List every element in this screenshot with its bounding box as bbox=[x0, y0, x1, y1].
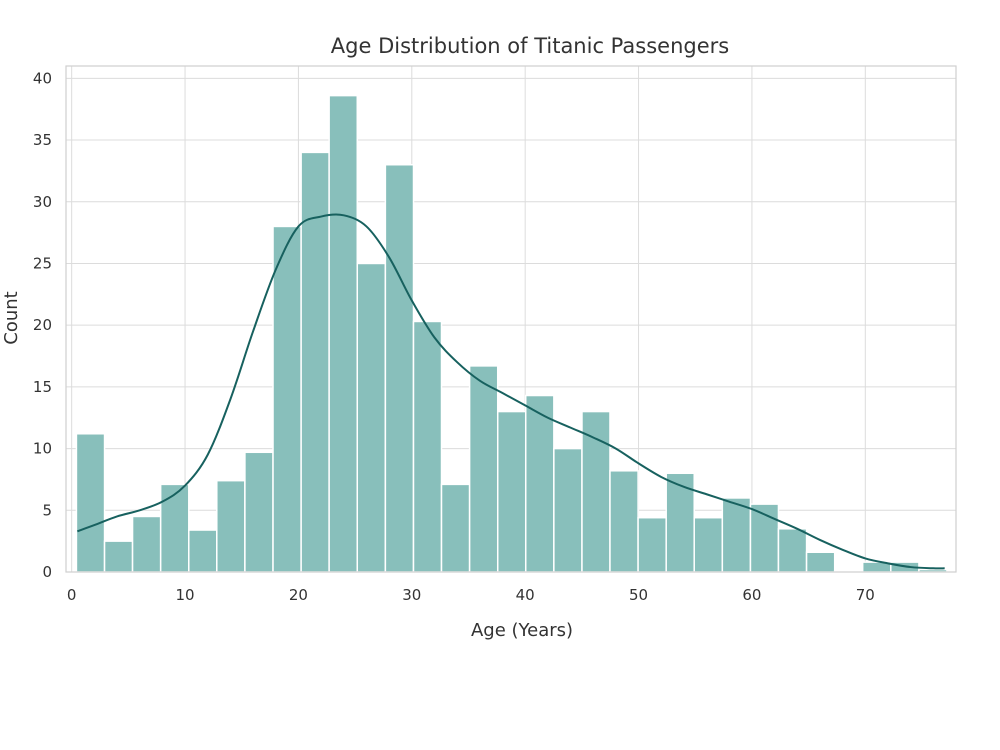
histogram-bar bbox=[468, 365, 499, 573]
y-tick-label: 5 bbox=[42, 501, 52, 519]
histogram-bar bbox=[384, 163, 415, 573]
x-tick-label: 60 bbox=[742, 586, 761, 604]
histogram-bar bbox=[637, 516, 667, 573]
x-tick-label: 0 bbox=[67, 586, 77, 604]
histogram-bar bbox=[440, 483, 471, 573]
histogram-bar bbox=[244, 451, 274, 573]
kde-layer bbox=[76, 213, 945, 570]
histogram-bar bbox=[356, 262, 387, 573]
histogram-bar bbox=[581, 410, 611, 573]
histogram-bar bbox=[412, 320, 443, 573]
histogram-bar bbox=[159, 483, 190, 573]
x-axis-label: Age (Years) bbox=[471, 620, 573, 641]
y-tick-label: 20 bbox=[33, 316, 52, 334]
x-tick-label: 30 bbox=[402, 586, 421, 604]
y-tick-label: 30 bbox=[33, 193, 52, 211]
histogram-bar bbox=[524, 394, 555, 573]
x-tick-label: 50 bbox=[629, 586, 648, 604]
kde-line bbox=[76, 213, 945, 570]
y-tick-label: 0 bbox=[42, 563, 52, 581]
y-tick-label: 10 bbox=[33, 440, 52, 458]
histogram-bar bbox=[103, 540, 134, 573]
histogram-bar bbox=[188, 529, 218, 573]
x-tick-label: 70 bbox=[856, 586, 875, 604]
y-tick-labels: 0 5 10 15 20 25 30 35 40 bbox=[33, 69, 52, 581]
grid bbox=[66, 66, 956, 573]
histogram-bar bbox=[272, 225, 302, 573]
histogram-bar bbox=[609, 470, 639, 573]
histogram-bar bbox=[553, 447, 583, 573]
histogram-bar bbox=[777, 528, 808, 573]
x-tick-label: 20 bbox=[289, 586, 308, 604]
y-tick-label: 40 bbox=[33, 69, 52, 87]
histogram-bar bbox=[216, 479, 246, 573]
histogram-bars bbox=[75, 94, 948, 573]
histogram-bar bbox=[693, 516, 724, 573]
histogram-bar bbox=[75, 433, 106, 573]
plot-frame bbox=[65, 65, 957, 573]
lower-margin bbox=[0, 660, 1000, 750]
histogram-chart: 0 10 20 30 40 50 60 70 0 5 10 15 20 25 30 35 40 Age Dis… bbox=[1, 34, 957, 641]
histogram-bar bbox=[805, 551, 836, 573]
histogram-bar bbox=[300, 151, 330, 573]
histogram-bar bbox=[328, 94, 359, 573]
histogram-bar bbox=[721, 497, 752, 573]
x-tick-label: 40 bbox=[516, 586, 535, 604]
x-tick-labels: 0 10 20 30 40 50 60 70 bbox=[67, 586, 875, 604]
y-tick-label: 25 bbox=[33, 254, 52, 272]
y-tick-label: 15 bbox=[33, 378, 52, 396]
chart-title: Age Distribution of Titanic Passengers bbox=[331, 34, 729, 58]
y-tick-label: 35 bbox=[33, 131, 52, 149]
chart-figure: 0 10 20 30 40 50 60 70 0 5 10 15 20 25 30 35 40 Age Dis… bbox=[1, 34, 957, 641]
y-axis-label: Count bbox=[1, 291, 22, 344]
histogram-bar bbox=[496, 410, 527, 573]
x-tick-label: 10 bbox=[175, 586, 194, 604]
histogram-bar bbox=[131, 515, 162, 573]
